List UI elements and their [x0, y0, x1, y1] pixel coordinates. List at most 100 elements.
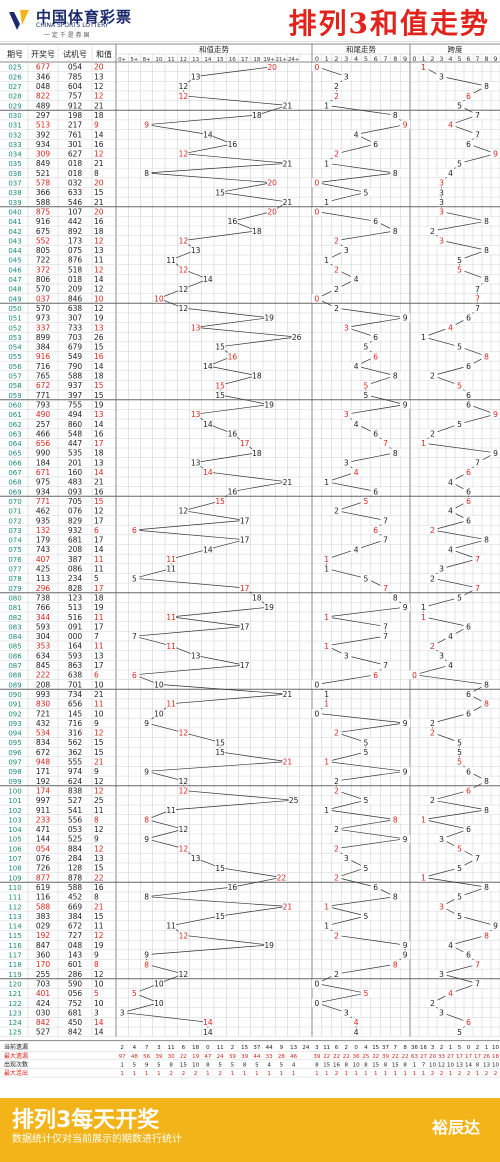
span-trend-point: 9	[493, 922, 498, 931]
period-cell: 079	[8, 585, 21, 593]
tail-trend-point: 8	[393, 227, 398, 236]
draw-number-cell: 806	[36, 275, 51, 284]
draw-number-cell: 171	[36, 767, 51, 776]
tail-trend-point-bg	[331, 844, 342, 853]
sum-trend-point: 19	[264, 314, 274, 323]
sum-trend-point: 21	[283, 902, 293, 911]
tail-trend-point-bg	[380, 535, 391, 544]
sum-value-cell: 21	[94, 101, 104, 110]
sum-trend-point: 12	[179, 304, 189, 313]
tail-trend-point: 5	[364, 989, 369, 998]
sum-value-cell: 14	[94, 130, 104, 139]
sum-trend-point: 17	[240, 516, 250, 525]
test-number-cell: 093	[68, 487, 83, 496]
test-number-cell: 705	[68, 497, 83, 506]
span-trend-point: 7	[475, 285, 480, 294]
span-trend-point-bg	[436, 207, 447, 216]
span-trend-point: 5	[457, 256, 462, 265]
span-trend-point: 6	[466, 487, 471, 496]
sum-trend-point-bg	[178, 824, 189, 834]
period-cell: 121	[8, 990, 21, 998]
sum-trend-point: 6	[132, 526, 137, 535]
sum-stat-value: 13	[290, 1045, 297, 1051]
draw-number-cell: 656	[36, 439, 51, 448]
sum-trend-point: 18	[252, 227, 262, 236]
draw-number-cell: 534	[36, 729, 51, 738]
tail-trend-point: 2	[334, 873, 339, 882]
span-trend-point: 9	[493, 150, 498, 159]
test-number-cell: 627	[68, 150, 83, 159]
sum-value-cell: 18	[94, 372, 104, 381]
span-trend-point-bg	[445, 506, 456, 515]
draw-number-cell: 793	[36, 400, 51, 409]
sum-stat-value: 47	[204, 1054, 211, 1060]
sum-stat-value: 1	[280, 1071, 284, 1077]
sum-value-cell: 19	[94, 603, 104, 612]
span-trend-point: 3	[439, 651, 444, 660]
header: 中国体育彩票 CHINA SPORTS LOTTERY 一 定 千 是 券 国 …	[0, 0, 500, 42]
span-trend-point-bg	[454, 892, 465, 901]
sum-trend-point: 21	[283, 159, 293, 168]
span-trend-point-bg	[481, 81, 492, 91]
sum-trend-point-bg	[239, 622, 250, 631]
draw-number-cell: 721	[36, 709, 51, 718]
sum-trend-point-bg	[178, 236, 189, 245]
sum-trend-point-bg	[282, 689, 293, 699]
draw-number-cell: 257	[36, 420, 51, 429]
sum-value-cell: 10	[94, 979, 104, 988]
sum-stat-value: 1	[120, 1071, 124, 1077]
tail-trend-point: 5	[364, 343, 369, 352]
sum-value-cell: 21	[94, 902, 104, 911]
test-number-cell: 755	[68, 400, 83, 409]
span-trend-point-bg	[481, 535, 492, 544]
period-cell: 112	[8, 903, 21, 911]
tail-trend-point-bg	[321, 689, 332, 699]
sum-stat-value: 24	[217, 1054, 224, 1060]
sum-trend-point-bg	[141, 767, 152, 776]
span-trend-point: 2	[430, 574, 435, 583]
span-trend-point: 5	[457, 738, 462, 747]
tail-axis-label: 1	[325, 55, 329, 63]
tail-trend-point-bg	[351, 1027, 362, 1037]
sum-trend-point-bg	[267, 62, 278, 72]
period-cell: 097	[8, 759, 21, 767]
span-trend-point: 6	[466, 767, 471, 776]
span-trend-point: 6	[466, 1018, 471, 1027]
period-cell: 050	[8, 305, 21, 313]
footer-brand: 裕辰达	[431, 1118, 480, 1137]
tail-trend-point-bg	[321, 554, 332, 564]
sum-stat-value: 22	[180, 1054, 187, 1060]
period-cell: 032	[8, 131, 21, 139]
sum-trend-point-bg	[282, 477, 293, 486]
period-cell: 109	[8, 874, 21, 882]
span-trend-point-bg	[472, 554, 483, 564]
span-trend-point-bg	[463, 91, 474, 100]
span-trend-point: 4	[448, 989, 453, 998]
span-trend-point-bg	[481, 352, 492, 361]
sum-stat-value: 1	[292, 1071, 296, 1077]
tail-stat-value: 8	[384, 1062, 388, 1068]
section-header-tail: 和尾走势	[346, 44, 376, 54]
sum-trend-point-bg	[178, 81, 189, 91]
tail-trend-point-bg	[351, 130, 362, 139]
span-stat-value: 2	[485, 1071, 489, 1077]
draw-number-cell: 255	[36, 970, 51, 979]
sum-trend-point: 14	[203, 468, 213, 477]
test-number-cell: 123	[68, 593, 83, 602]
span-trend-point: 5	[457, 748, 462, 757]
tail-trend-point: 1	[324, 690, 329, 699]
span-trend-point-bg	[454, 101, 465, 110]
tail-trend-point: 6	[373, 217, 378, 226]
span-trend-point-bg	[481, 274, 492, 284]
sum-value-cell: 14	[94, 1028, 104, 1037]
tail-trend-point-bg	[321, 699, 332, 708]
span-trend-point-bg	[418, 438, 429, 448]
period-cell: 053	[8, 334, 21, 342]
tail-trend-point: 2	[334, 265, 339, 274]
tail-trend-point: 4	[354, 420, 359, 429]
sum-trend-point-bg	[239, 660, 250, 670]
tail-trend-point-bg	[370, 332, 381, 342]
draw-number-cell: 934	[36, 487, 51, 496]
test-number-cell: 513	[68, 603, 83, 612]
tail-trend-point-bg	[400, 950, 411, 959]
